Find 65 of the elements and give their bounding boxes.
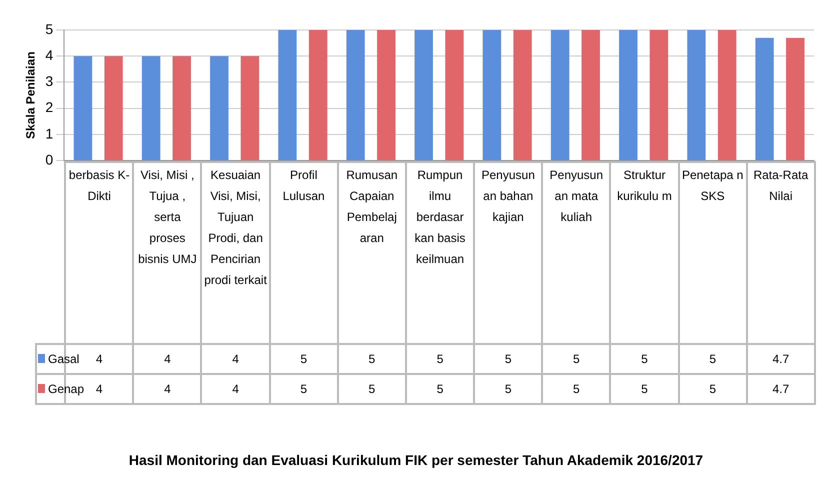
x-tick-label: Rumpun ilmu berdasar kan basis keilmuan xyxy=(406,162,474,344)
y-tick-label: 3 xyxy=(45,73,54,90)
bar xyxy=(74,56,92,160)
data-label: 4 xyxy=(133,344,202,374)
bar xyxy=(414,30,433,160)
x-tick-label: berbasis K-Dikti xyxy=(65,162,134,344)
y-tick-label: 0 xyxy=(45,151,54,168)
data-label: 4.7 xyxy=(746,374,815,404)
bar xyxy=(142,56,160,160)
data-label: 5 xyxy=(338,374,406,404)
x-tick-label: Visi, Misi , Tujua , serta proses bisnis UMJ xyxy=(133,162,202,344)
bar xyxy=(482,30,502,160)
bar xyxy=(582,30,600,160)
bar xyxy=(278,30,297,160)
bar xyxy=(650,30,668,160)
y-tick-label: 2 xyxy=(45,99,54,116)
bar xyxy=(718,30,736,160)
data-label: 5 xyxy=(542,374,610,404)
x-tick-label: Penyusun an mata kuliah xyxy=(542,162,610,344)
x-tick-label: Rumusan Capaian Pembelaj aran xyxy=(338,162,406,344)
data-label: 5 xyxy=(474,344,542,374)
data-label: 5 xyxy=(542,344,610,374)
data-label: 4.7 xyxy=(746,344,815,374)
bar xyxy=(513,30,532,160)
y-tick-label: 4 xyxy=(45,46,54,63)
data-label: 5 xyxy=(270,374,338,404)
data-label: 5 xyxy=(474,374,542,404)
x-tick-label: Rata-Rata Nilai xyxy=(746,162,815,344)
data-label: 4 xyxy=(96,352,103,366)
data-label: 5 xyxy=(270,344,338,374)
x-tick-label: Penetapa n SKS xyxy=(678,162,747,344)
x-tick-label: Profil Lulusan xyxy=(270,162,338,344)
bar xyxy=(445,30,464,160)
data-label: 5 xyxy=(610,344,679,374)
x-tick-label: Struktur kurikulu m xyxy=(610,162,679,344)
data-label: 5 xyxy=(338,344,406,374)
x-tick-label: Penyusun an bahan kajian xyxy=(474,162,542,344)
legend-label: Genap xyxy=(47,380,84,398)
data-label: 4 xyxy=(201,374,270,404)
bar xyxy=(308,30,328,160)
data-label: 5 xyxy=(406,374,474,404)
bar xyxy=(755,38,774,160)
bar xyxy=(550,30,570,160)
y-tick-label: 1 xyxy=(45,125,54,142)
bar xyxy=(377,30,396,160)
bar xyxy=(346,30,365,160)
data-label: 5 xyxy=(678,374,747,404)
y-axis-title: Skala Penilaian xyxy=(24,52,38,139)
bar xyxy=(619,30,638,160)
bar xyxy=(210,56,228,160)
data-label: 4 xyxy=(133,374,202,404)
text: Hasil Monitoring dan Evaluasi Kurikulum FIK per semester Tahun Akademik 2016/2017 xyxy=(128,452,704,468)
y-tick-label: 5 xyxy=(45,20,54,37)
bar xyxy=(687,30,706,160)
x-tick-label: Kesuaian Visi, Misi, Tujuan Prodi, dan Pencirian prodi terkait xyxy=(201,162,270,344)
data-label: 5 xyxy=(610,374,679,404)
data-label: 4 xyxy=(201,344,270,374)
bar xyxy=(786,38,804,160)
bar xyxy=(172,56,191,160)
legend-label: Gasal xyxy=(47,350,80,368)
bar xyxy=(104,56,123,160)
data-label: 5 xyxy=(406,344,474,374)
data-label: 5 xyxy=(678,344,747,374)
bar xyxy=(240,56,260,160)
data-label: 4 xyxy=(96,382,103,396)
